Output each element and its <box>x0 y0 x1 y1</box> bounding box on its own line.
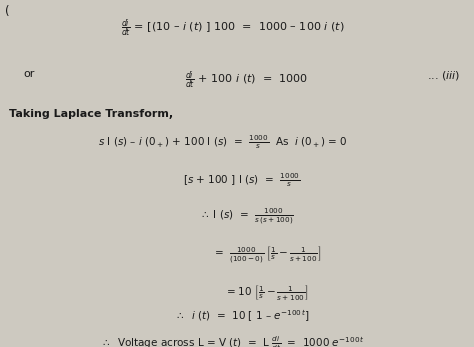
Text: $\frac{di}{dt}$ = [(10 – $i$ ($t$) ] 100  =  1000 – 100 $i$ ($t$): $\frac{di}{dt}$ = [(10 – $i$ ($t$) ] 100… <box>120 17 344 39</box>
Text: (: ( <box>5 5 9 18</box>
Text: ... $\it{(iii)}$: ... $\it{(iii)}$ <box>427 69 460 82</box>
Text: $s$ I ($s$) – $i$ (0$_+$) + 100 I ($s$)  =  $\frac{1000}{s}$  As  $i$ (0$_+$) = : $s$ I ($s$) – $i$ (0$_+$) + 100 I ($s$) … <box>98 134 347 151</box>
Text: $\therefore$  Voltage across L = V ($t$)  =  L $\frac{di}{dt}$  =  1000 $e^{-100: $\therefore$ Voltage across L = V ($t$) … <box>100 335 365 347</box>
Text: $\therefore$ I ($s$)  =  $\frac{1000}{s\,(s + 100)}$: $\therefore$ I ($s$) = $\frac{1000}{s\,(… <box>199 206 294 227</box>
Text: $\therefore$  $i$ ($t$)  =  10 [ 1 – $e^{-100\,t}$]: $\therefore$ $i$ ($t$) = 10 [ 1 – $e^{-1… <box>173 309 310 324</box>
Text: = 10 $\left[\frac{1}{s} - \frac{1}{s+100}\right]$: = 10 $\left[\frac{1}{s} - \frac{1}{s+100… <box>227 283 309 302</box>
Text: or: or <box>24 69 35 79</box>
Text: Taking Laplace Transform,: Taking Laplace Transform, <box>9 109 173 119</box>
Text: =  $\frac{1000}{(100-0)}$ $\left[\frac{1}{s} - \frac{1}{s+100}\right]$: = $\frac{1000}{(100-0)}$ $\left[\frac{1}… <box>214 245 321 265</box>
Text: $\frac{di}{dt}$ + 100 $i$ ($t$)  =  1000: $\frac{di}{dt}$ + 100 $i$ ($t$) = 1000 <box>185 69 308 91</box>
Text: [$s$ + 100 ] I ($s$)  =  $\frac{1000}{s}$: [$s$ + 100 ] I ($s$) = $\frac{1000}{s}$ <box>183 172 301 189</box>
